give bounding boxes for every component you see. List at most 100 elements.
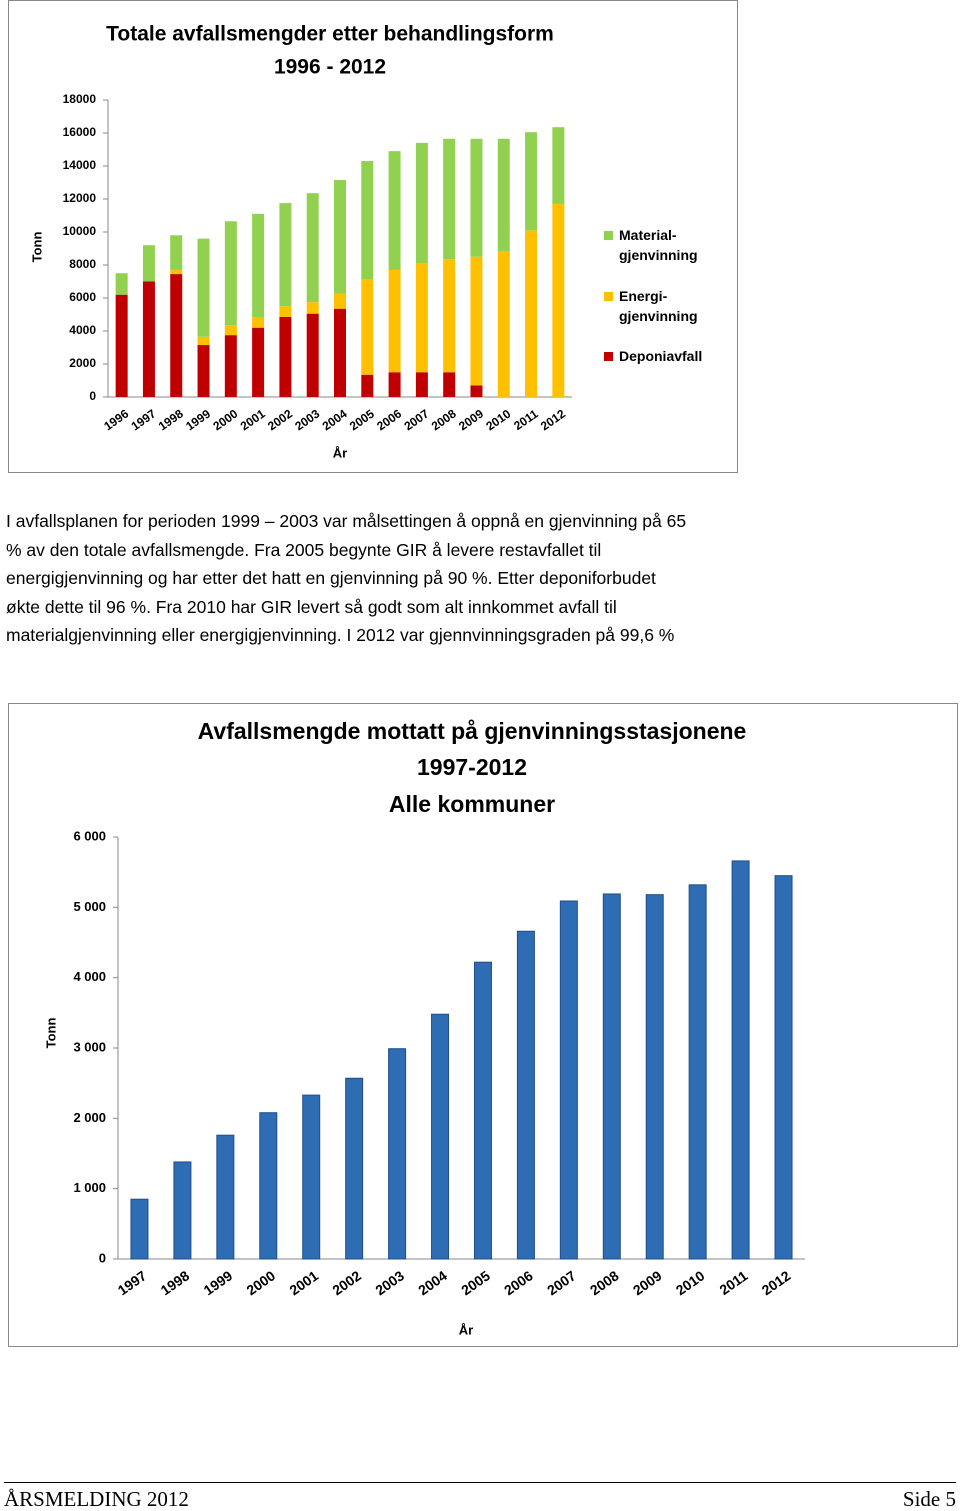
bar-segment xyxy=(224,221,237,326)
bar xyxy=(302,1094,321,1260)
bar-segment xyxy=(142,245,155,282)
footer: ÅRSMELDING 2012 Side 5 xyxy=(4,1482,956,1511)
chart-title: 1996 - 2012 xyxy=(274,56,386,79)
legend-swatch xyxy=(604,292,613,301)
bar-segment xyxy=(197,336,210,346)
bar xyxy=(431,1013,450,1260)
bar-segment xyxy=(142,281,155,397)
y-tick-label: 18000 xyxy=(63,92,97,106)
bar-segment xyxy=(224,335,237,397)
bar-segment xyxy=(252,213,265,317)
bar-segment xyxy=(415,142,428,264)
bar xyxy=(216,1134,235,1260)
legend-label: Material-gjenvinning xyxy=(619,227,698,263)
bar xyxy=(731,860,750,1260)
bar-segment xyxy=(525,230,538,397)
bar-segment xyxy=(552,127,565,204)
bar-segment xyxy=(415,372,428,397)
bar-segment xyxy=(197,238,210,337)
y-tick-label: 12000 xyxy=(63,191,97,205)
bar-segment xyxy=(115,294,128,397)
y-tick-label: 2 000 xyxy=(73,1110,106,1125)
y-tick-label: 8000 xyxy=(69,257,96,271)
bar-segment xyxy=(252,327,265,397)
chart-title: Alle kommuner xyxy=(389,791,555,817)
bar xyxy=(130,1198,149,1260)
y-tick-label: 6 000 xyxy=(73,828,106,843)
legend-label: Deponiavfall xyxy=(619,348,702,364)
bar-segment xyxy=(497,250,510,397)
y-axis-label: Tonn xyxy=(29,232,44,263)
footer-left: ÅRSMELDING 2012 xyxy=(4,1487,189,1511)
y-tick-label: 10000 xyxy=(63,224,97,238)
bar-segment xyxy=(306,302,319,314)
paragraph: I avfallsplanen for perioden 1999 – 2003… xyxy=(6,507,686,650)
y-tick-label: 3 000 xyxy=(73,1039,106,1054)
y-tick-label: 5 000 xyxy=(73,899,106,914)
bar xyxy=(688,884,707,1260)
text-line: materialgjenvinning eller energigjenvinn… xyxy=(6,625,675,645)
y-tick-label: 2000 xyxy=(69,356,96,370)
text-line: % av den totale avfallsmengde. Fra 2005 … xyxy=(6,539,602,560)
legend-swatch xyxy=(604,352,613,361)
legend-label: Energi-gjenvinning xyxy=(619,288,698,324)
bar-segment xyxy=(334,293,346,309)
bar xyxy=(774,875,793,1260)
legend-swatch xyxy=(604,231,613,240)
bar-segment xyxy=(497,138,510,251)
y-tick-label: 4000 xyxy=(69,323,96,337)
bar-segment xyxy=(443,259,456,373)
bar-segment xyxy=(170,269,183,275)
y-tick-label: 14000 xyxy=(63,158,97,172)
bar xyxy=(345,1077,364,1260)
bar-segment xyxy=(252,316,265,328)
chart-title: Totale avfallsmengder etter behandlingsf… xyxy=(106,23,554,46)
bar-segment xyxy=(306,313,319,397)
bar-segment xyxy=(361,374,374,397)
bar-segment xyxy=(334,180,346,294)
x-axis-label: År xyxy=(333,445,347,460)
y-tick-label: 16000 xyxy=(63,125,97,139)
bar-segment xyxy=(443,138,456,260)
y-tick-label: 1 000 xyxy=(73,1180,106,1195)
bar-segment xyxy=(306,193,319,303)
footer-right: Side 5 xyxy=(902,1487,956,1511)
chart-title: 1997-2012 xyxy=(417,754,527,780)
bar-segment xyxy=(170,274,183,397)
text-line: økte dette til 96 %. Fra 2010 har GIR le… xyxy=(6,596,617,617)
bar-segment xyxy=(334,308,346,397)
bar xyxy=(473,961,492,1260)
chart-title: Avfallsmengde mottatt på gjenvinningssta… xyxy=(198,718,747,744)
bar-segment xyxy=(443,372,456,397)
bar-segment xyxy=(279,203,292,307)
bar xyxy=(259,1112,278,1260)
y-tick-label: 4 000 xyxy=(73,969,106,984)
bar-segment xyxy=(552,203,565,397)
bar-segment xyxy=(415,263,428,373)
bar-segment xyxy=(388,269,401,373)
bar-segment xyxy=(170,235,183,270)
bar-segment xyxy=(361,161,374,280)
y-tick-label: 0 xyxy=(89,389,96,403)
y-tick-label: 0 xyxy=(99,1250,106,1265)
bar-segment xyxy=(361,279,374,375)
bar xyxy=(388,1048,407,1260)
bar-segment xyxy=(470,385,483,397)
bar-segment xyxy=(470,256,483,386)
text-line: I avfallsplanen for perioden 1999 – 2003… xyxy=(6,511,687,531)
bar-segment xyxy=(197,345,210,397)
bar xyxy=(559,900,578,1260)
bar xyxy=(173,1161,192,1260)
bar-segment xyxy=(279,316,292,397)
x-axis-label: År xyxy=(459,1322,473,1337)
bar-segment xyxy=(388,151,401,270)
text-line: energigjenvinning og har etter det hatt … xyxy=(6,568,656,588)
bar-segment xyxy=(388,372,401,397)
bar xyxy=(645,894,664,1260)
bar-segment xyxy=(224,325,237,336)
bar-segment xyxy=(470,138,483,257)
bar-segment xyxy=(525,132,538,231)
bar xyxy=(602,893,621,1260)
